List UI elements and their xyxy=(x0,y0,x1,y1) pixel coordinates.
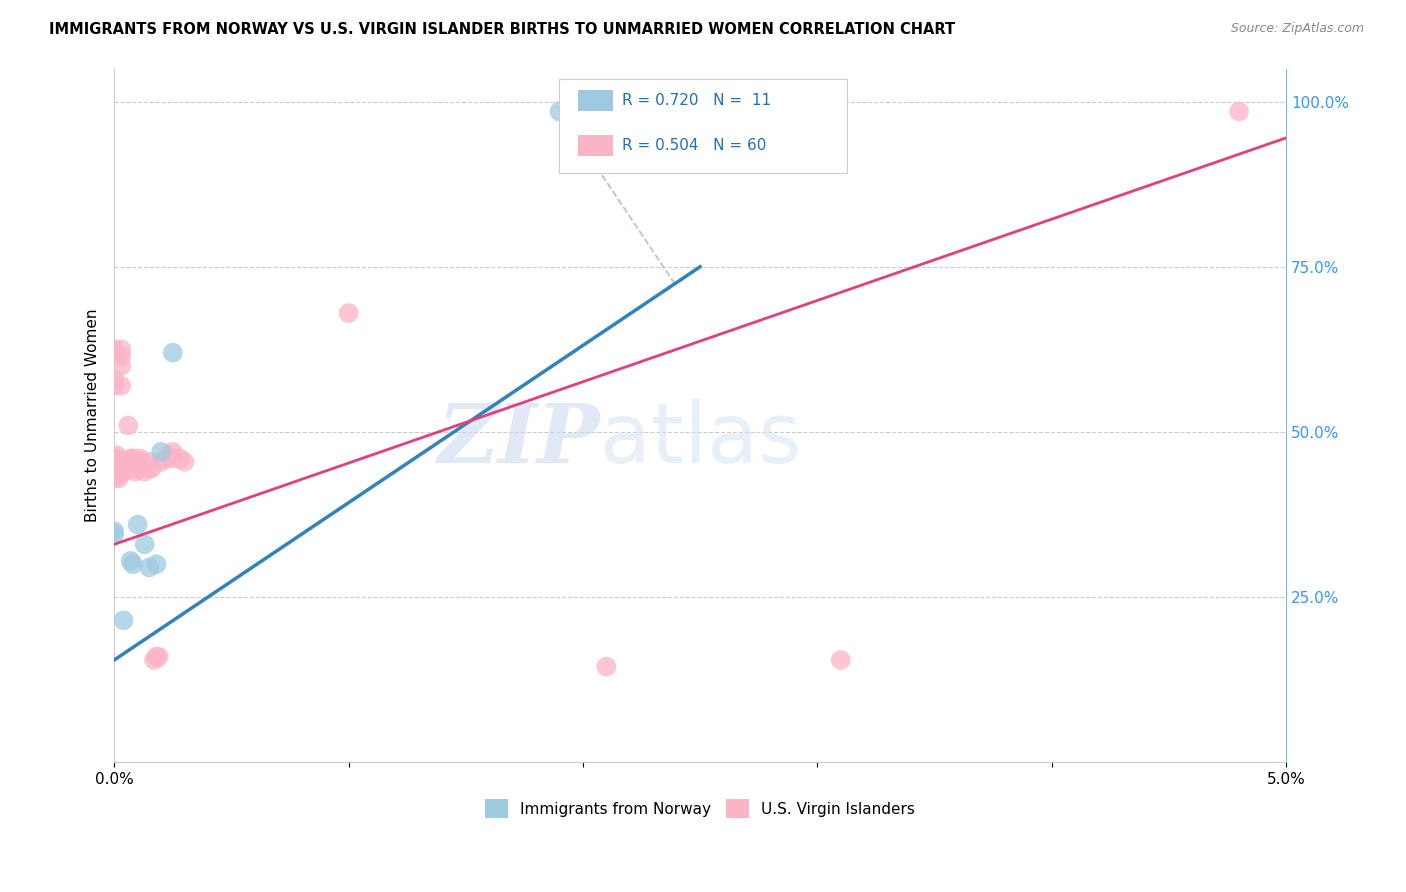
Point xyxy=(127,461,149,475)
Point xyxy=(129,458,152,472)
Point xyxy=(134,537,156,551)
Point xyxy=(117,418,139,433)
Point xyxy=(105,458,128,472)
Point xyxy=(150,455,173,469)
Point xyxy=(155,451,177,466)
Point xyxy=(108,471,131,485)
Text: IMMIGRANTS FROM NORWAY VS U.S. VIRGIN ISLANDER BIRTHS TO UNMARRIED WOMEN CORRELA: IMMIGRANTS FROM NORWAY VS U.S. VIRGIN IS… xyxy=(49,22,955,37)
Point xyxy=(105,465,128,479)
Point xyxy=(145,649,167,664)
Point xyxy=(162,451,184,466)
Point xyxy=(145,557,167,571)
Point xyxy=(103,378,125,392)
Point xyxy=(143,653,166,667)
Point xyxy=(337,306,360,320)
Point xyxy=(103,372,125,386)
Point xyxy=(110,343,132,357)
Point xyxy=(115,458,138,472)
Text: R = 0.504   N = 60: R = 0.504 N = 60 xyxy=(621,138,766,153)
Point xyxy=(110,378,132,392)
Point xyxy=(162,345,184,359)
Y-axis label: Births to Unmarried Women: Births to Unmarried Women xyxy=(86,309,100,522)
Point xyxy=(108,458,131,472)
Point xyxy=(103,465,125,479)
FancyBboxPatch shape xyxy=(578,135,613,156)
Point xyxy=(112,613,135,627)
Text: Source: ZipAtlas.com: Source: ZipAtlas.com xyxy=(1230,22,1364,36)
Point xyxy=(148,649,170,664)
Legend: Immigrants from Norway, U.S. Virgin Islanders: Immigrants from Norway, U.S. Virgin Isla… xyxy=(479,793,921,824)
Point xyxy=(117,461,139,475)
Point xyxy=(548,104,571,119)
Point xyxy=(112,461,135,475)
Point xyxy=(115,455,138,469)
Point xyxy=(103,343,125,357)
Point xyxy=(120,451,142,466)
Point xyxy=(103,524,125,538)
Point xyxy=(122,451,145,466)
Point xyxy=(129,451,152,466)
Point xyxy=(105,451,128,466)
Point xyxy=(173,455,195,469)
Point xyxy=(169,451,191,466)
Point xyxy=(105,448,128,462)
Point xyxy=(157,448,180,462)
Point xyxy=(150,445,173,459)
Point xyxy=(138,455,160,469)
Text: ZIP: ZIP xyxy=(437,400,600,480)
Point xyxy=(105,461,128,475)
Point xyxy=(134,465,156,479)
Point xyxy=(117,455,139,469)
Point xyxy=(138,461,160,475)
Point xyxy=(1227,104,1250,119)
Point xyxy=(110,359,132,373)
Point xyxy=(122,557,145,571)
FancyBboxPatch shape xyxy=(560,78,846,173)
Point xyxy=(830,653,852,667)
Point xyxy=(105,467,128,482)
Point xyxy=(108,467,131,482)
Point xyxy=(122,455,145,469)
Point xyxy=(141,461,163,475)
Point xyxy=(124,465,146,479)
Point xyxy=(103,467,125,482)
Text: atlas: atlas xyxy=(600,400,803,480)
Point xyxy=(103,471,125,485)
Point xyxy=(108,465,131,479)
Point xyxy=(127,455,149,469)
Point xyxy=(108,461,131,475)
Point xyxy=(131,455,153,469)
Point xyxy=(120,458,142,472)
Point xyxy=(595,659,617,673)
Point xyxy=(103,458,125,472)
Point xyxy=(162,445,184,459)
Point xyxy=(127,517,149,532)
Point xyxy=(120,554,142,568)
Point xyxy=(110,349,132,363)
Point xyxy=(103,345,125,359)
Point xyxy=(112,465,135,479)
Point xyxy=(103,527,125,541)
Point xyxy=(124,461,146,475)
Text: R = 0.720   N =  11: R = 0.720 N = 11 xyxy=(621,93,770,108)
Point xyxy=(108,455,131,469)
FancyBboxPatch shape xyxy=(578,90,613,111)
Point xyxy=(138,560,160,574)
Point xyxy=(105,451,128,466)
